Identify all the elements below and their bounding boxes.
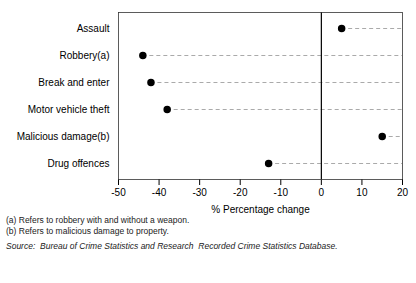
svg-text:Assault: Assault — [77, 23, 110, 34]
svg-text:-10: -10 — [274, 187, 289, 198]
svg-text:% Percentage change: % Percentage change — [211, 204, 310, 215]
svg-text:-50: -50 — [111, 187, 126, 198]
svg-text:0: 0 — [319, 187, 325, 198]
html-text:Source: Bureau of Crime Statis: Source: Bureau of Crime Statistics and R… — [6, 241, 338, 252]
html-text:(a) Refers to robbery with and: (a) Refers to robbery with and without a… — [6, 215, 190, 225]
svg-text:-40: -40 — [152, 187, 167, 198]
html-text:(b) Refers to malicious damage: (b) Refers to malicious damage to proper… — [6, 226, 169, 236]
svg-text:Malicious damage(b): Malicious damage(b) — [17, 131, 110, 142]
svg-text:10: 10 — [356, 187, 368, 198]
svg-text:Break and enter: Break and enter — [38, 77, 110, 88]
svg-text:Drug offences: Drug offences — [47, 158, 109, 169]
svg-text:20: 20 — [397, 187, 409, 198]
svg-text:-30: -30 — [192, 187, 207, 198]
svg-text:-20: -20 — [233, 187, 248, 198]
svg-text:Motor vehicle theft: Motor vehicle theft — [28, 104, 110, 115]
svg-text:Robbery(a): Robbery(a) — [59, 50, 109, 61]
